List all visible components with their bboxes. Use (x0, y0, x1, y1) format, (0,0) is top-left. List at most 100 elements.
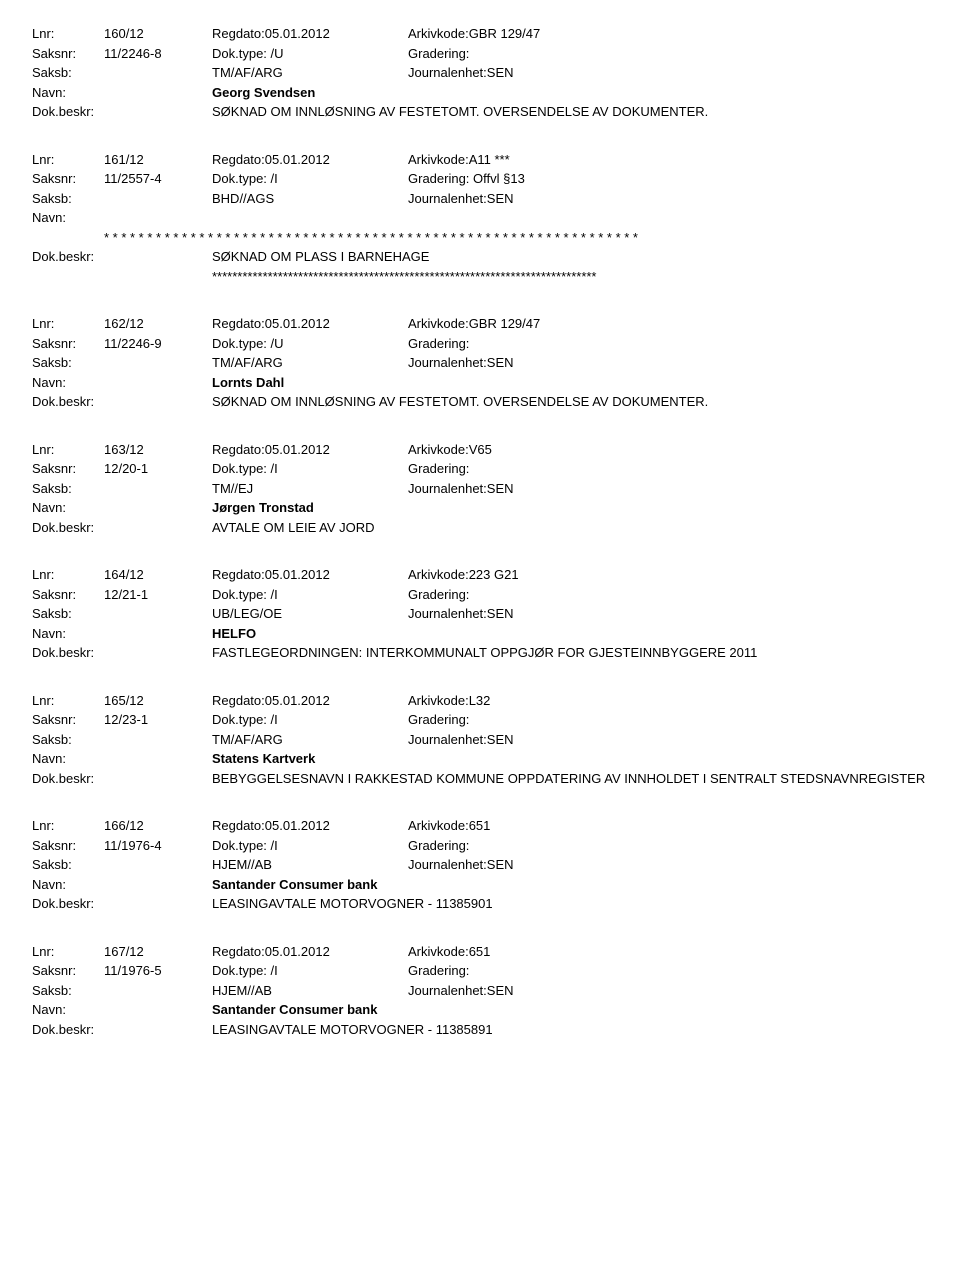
journal-entry: Lnr:166/12Regdato:05.01.2012Arkivkode:65… (32, 816, 928, 914)
blank (104, 875, 212, 895)
blank (104, 624, 212, 644)
arkivkode-value: Arkivkode:651 (408, 942, 928, 962)
saksb-value: BHD//AGS (212, 189, 408, 209)
journal-entry: Lnr:161/12Regdato:05.01.2012Arkivkode:A1… (32, 150, 928, 287)
navn-label: Navn: (32, 498, 104, 518)
blank (104, 267, 212, 287)
blank (104, 373, 212, 393)
navn-label: Navn: (32, 83, 104, 103)
saksnr-value: 11/2557-4 (104, 169, 212, 189)
regdato-value: Regdato:05.01.2012 (212, 565, 408, 585)
regdato-value: Regdato:05.01.2012 (212, 314, 408, 334)
dokbeskr-label: Dok.beskr: (32, 643, 104, 663)
saksnr-value: 11/2246-8 (104, 44, 212, 64)
lnr-value: 162/12 (104, 314, 212, 334)
blank (104, 353, 212, 373)
saksnr-label: Saksnr: (32, 44, 104, 64)
lnr-value: 165/12 (104, 691, 212, 711)
regdato-value: Regdato:05.01.2012 (212, 150, 408, 170)
journal-value: Journalenhet:SEN (408, 63, 928, 83)
journal-value: Journalenhet:SEN (408, 855, 928, 875)
arkivkode-value: Arkivkode:GBR 129/47 (408, 24, 928, 44)
journal-entry: Lnr:162/12Regdato:05.01.2012Arkivkode:GB… (32, 314, 928, 412)
dokbeskr-label: Dok.beskr: (32, 518, 104, 538)
journal-value: Journalenhet:SEN (408, 604, 928, 624)
saksb-value: HJEM//AB (212, 855, 408, 875)
blank (104, 855, 212, 875)
gradering-value: Gradering: (408, 961, 928, 981)
dokbeskr-label: Dok.beskr: (32, 102, 104, 122)
navn-redacted: * * * * * * * * * * * * * * * * * * * * … (104, 228, 928, 248)
saksb-value: TM/AF/ARG (212, 353, 408, 373)
saksb-label: Saksb: (32, 855, 104, 875)
saksb-label: Saksb: (32, 63, 104, 83)
lnr-value: 166/12 (104, 816, 212, 836)
saksnr-label: Saksnr: (32, 585, 104, 605)
arkivkode-value: Arkivkode:V65 (408, 440, 928, 460)
saksb-label: Saksb: (32, 479, 104, 499)
regdato-value: Regdato:05.01.2012 (212, 816, 408, 836)
saksnr-value: 12/23-1 (104, 710, 212, 730)
dokbeskr-value: LEASINGAVTALE MOTORVOGNER - 11385901 (212, 894, 928, 914)
dokbeskr-value: FASTLEGEORDNINGEN: INTERKOMMUNALT OPPGJØ… (212, 643, 928, 663)
dokbeskr-value: BEBYGGELSESNAVN I RAKKESTAD KOMMUNE OPPD… (212, 769, 928, 789)
saksb-label: Saksb: (32, 604, 104, 624)
lnr-label: Lnr: (32, 816, 104, 836)
dokbeskr-value: LEASINGAVTALE MOTORVOGNER - 11385891 (212, 1020, 928, 1040)
navn-value: Santander Consumer bank (212, 875, 928, 895)
blank (104, 604, 212, 624)
dokbeskr-label: Dok.beskr: (32, 247, 104, 267)
blank (104, 189, 212, 209)
blank (104, 1020, 212, 1040)
blank (104, 769, 212, 789)
blank (104, 730, 212, 750)
blank (104, 83, 212, 103)
arkivkode-value: Arkivkode:651 (408, 816, 928, 836)
blank (32, 267, 104, 287)
saksnr-value: 12/20-1 (104, 459, 212, 479)
doktype-value: Dok.type: /I (212, 459, 408, 479)
blank (104, 102, 212, 122)
saksnr-label: Saksnr: (32, 334, 104, 354)
dokbeskr-value: AVTALE OM LEIE AV JORD (212, 518, 928, 538)
saksb-label: Saksb: (32, 353, 104, 373)
lnr-value: 167/12 (104, 942, 212, 962)
doktype-value: Dok.type: /I (212, 836, 408, 856)
blank (104, 894, 212, 914)
navn-label: Navn: (32, 208, 104, 228)
saksnr-label: Saksnr: (32, 169, 104, 189)
navn-value: HELFO (212, 624, 928, 644)
lnr-label: Lnr: (32, 691, 104, 711)
doktype-value: Dok.type: /I (212, 710, 408, 730)
journal-entry: Lnr:167/12Regdato:05.01.2012Arkivkode:65… (32, 942, 928, 1040)
journal-entry: Lnr:165/12Regdato:05.01.2012Arkivkode:L3… (32, 691, 928, 789)
arkivkode-value: Arkivkode:223 G21 (408, 565, 928, 585)
dokbeskr-value: SØKNAD OM INNLØSNING AV FESTETOMT. OVERS… (212, 392, 928, 412)
arkivkode-value: Arkivkode:GBR 129/47 (408, 314, 928, 334)
lnr-value: 160/12 (104, 24, 212, 44)
gradering-value: Gradering: (408, 334, 928, 354)
navn-label: Navn: (32, 624, 104, 644)
saksnr-label: Saksnr: (32, 961, 104, 981)
saksnr-label: Saksnr: (32, 836, 104, 856)
saksb-value: TM/AF/ARG (212, 730, 408, 750)
saksb-label: Saksb: (32, 981, 104, 1001)
arkivkode-value: Arkivkode:A11 *** (408, 150, 928, 170)
blank (104, 63, 212, 83)
blank (104, 981, 212, 1001)
navn-label: Navn: (32, 749, 104, 769)
doktype-value: Dok.type: /U (212, 44, 408, 64)
gradering-value: Gradering: (408, 44, 928, 64)
saksb-value: TM/AF/ARG (212, 63, 408, 83)
navn-label: Navn: (32, 373, 104, 393)
dokbeskr-label: Dok.beskr: (32, 392, 104, 412)
saksnr-value: 11/1976-4 (104, 836, 212, 856)
gradering-value: Gradering: (408, 710, 928, 730)
journal-value: Journalenhet:SEN (408, 189, 928, 209)
navn-value: Santander Consumer bank (212, 1000, 928, 1020)
arkivkode-value: Arkivkode:L32 (408, 691, 928, 711)
blank (104, 498, 212, 518)
dokbeskr-value: SØKNAD OM INNLØSNING AV FESTETOMT. OVERS… (212, 102, 928, 122)
blank (104, 392, 212, 412)
saksb-label: Saksb: (32, 189, 104, 209)
